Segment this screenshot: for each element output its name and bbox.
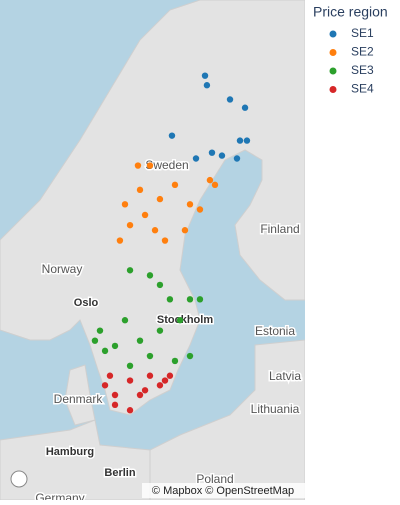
point: [126, 221, 134, 229]
point: [186, 296, 194, 303]
place-label: Norway: [42, 262, 83, 276]
point: [156, 382, 164, 389]
point: [226, 96, 234, 103]
point: [146, 372, 154, 379]
point: [236, 137, 244, 144]
point: [211, 181, 219, 189]
point: [126, 267, 134, 274]
legend-marker[interactable]: [329, 30, 337, 38]
legend-label[interactable]: SE2: [351, 45, 374, 59]
city-label: Oslo: [74, 297, 99, 309]
point: [146, 352, 154, 360]
place-label: Lithuania: [251, 402, 300, 416]
point: [166, 296, 174, 303]
point: [91, 337, 99, 344]
point: [96, 327, 104, 334]
point: [156, 327, 164, 334]
point: [136, 391, 144, 399]
point: [126, 362, 134, 370]
point: [111, 391, 119, 399]
point: [161, 237, 169, 244]
point: [111, 401, 119, 409]
city-label: Stockholm: [157, 314, 213, 326]
point: [196, 206, 204, 213]
point: [111, 342, 119, 350]
point: [171, 181, 179, 189]
point: [186, 352, 194, 360]
point: [186, 201, 194, 208]
point: [156, 195, 164, 203]
point: [233, 155, 241, 162]
point: [121, 201, 129, 208]
point: [218, 152, 226, 159]
place-label: Latvia: [269, 369, 301, 383]
point: [121, 317, 129, 324]
place-label: Sweden: [145, 158, 188, 172]
point: [126, 377, 134, 384]
point: [243, 137, 251, 144]
point: [192, 155, 200, 162]
points-layer: [91, 72, 251, 414]
point: [201, 72, 209, 79]
point: [146, 162, 154, 169]
point: [161, 377, 169, 384]
legend-title: Price region: [313, 4, 388, 20]
point: [101, 347, 109, 355]
point: [241, 104, 249, 111]
point: [151, 227, 159, 234]
continent-land: [0, 419, 151, 500]
city-label: Hamburg: [46, 446, 94, 458]
legend: SE1 SE2 SE3 SE4: [329, 26, 374, 96]
denmark-land: [64, 364, 96, 426]
point: [196, 296, 204, 303]
basemap: Sweden Finland Norway Oslo Stockholm Est…: [0, 0, 305, 500]
point: [106, 372, 114, 379]
legend-label[interactable]: SE4: [351, 82, 374, 96]
point: [168, 132, 176, 139]
point: [101, 382, 109, 389]
point: [116, 237, 124, 244]
point: [156, 281, 164, 289]
legend-marker[interactable]: [329, 86, 337, 93]
point: [136, 337, 144, 344]
point: [166, 372, 174, 379]
point: [181, 227, 189, 234]
point: [208, 149, 216, 156]
attribution[interactable]: © Mapbox © OpenStreetMap: [152, 485, 294, 497]
legend-label[interactable]: SE3: [351, 63, 374, 77]
legend-marker[interactable]: [329, 67, 337, 75]
point: [171, 357, 179, 365]
place-label: Germany: [35, 491, 84, 500]
place-label: Denmark: [54, 392, 104, 406]
attribution-bg: [142, 483, 305, 498]
place-label: Finland: [260, 222, 299, 236]
point: [141, 387, 149, 394]
point: [134, 162, 142, 169]
point: [141, 211, 149, 219]
point: [136, 186, 144, 194]
point: [206, 176, 214, 184]
point: [126, 407, 134, 414]
city-label: Berlin: [104, 467, 135, 479]
point: [203, 82, 211, 89]
point: [176, 317, 184, 324]
legend-marker[interactable]: [329, 49, 337, 56]
point: [146, 272, 154, 279]
place-label: Estonia: [255, 324, 295, 338]
legend-label[interactable]: SE1: [351, 26, 374, 40]
mapbox-logo[interactable]: [10, 470, 28, 488]
